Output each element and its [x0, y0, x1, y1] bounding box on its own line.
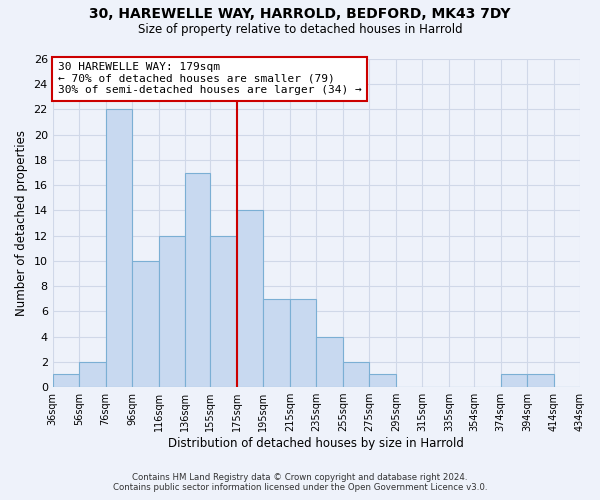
Text: 30, HAREWELLE WAY, HARROLD, BEDFORD, MK43 7DY: 30, HAREWELLE WAY, HARROLD, BEDFORD, MK4…: [89, 8, 511, 22]
Bar: [158, 236, 185, 387]
Bar: [106, 110, 132, 387]
Text: Size of property relative to detached houses in Harrold: Size of property relative to detached ho…: [137, 22, 463, 36]
Bar: [237, 210, 263, 387]
Y-axis label: Number of detached properties: Number of detached properties: [15, 130, 28, 316]
X-axis label: Distribution of detached houses by size in Harrold: Distribution of detached houses by size …: [169, 437, 464, 450]
Bar: [79, 362, 106, 387]
Bar: [527, 374, 554, 387]
Bar: [185, 172, 211, 387]
Bar: [132, 261, 158, 387]
Text: Contains HM Land Registry data © Crown copyright and database right 2024.
Contai: Contains HM Land Registry data © Crown c…: [113, 473, 487, 492]
Bar: [316, 336, 343, 387]
Bar: [263, 299, 290, 387]
Bar: [211, 236, 237, 387]
Bar: [343, 362, 370, 387]
Bar: [500, 374, 527, 387]
Text: 30 HAREWELLE WAY: 179sqm
← 70% of detached houses are smaller (79)
30% of semi-d: 30 HAREWELLE WAY: 179sqm ← 70% of detach…: [58, 62, 362, 96]
Bar: [53, 374, 79, 387]
Bar: [370, 374, 396, 387]
Bar: [290, 299, 316, 387]
